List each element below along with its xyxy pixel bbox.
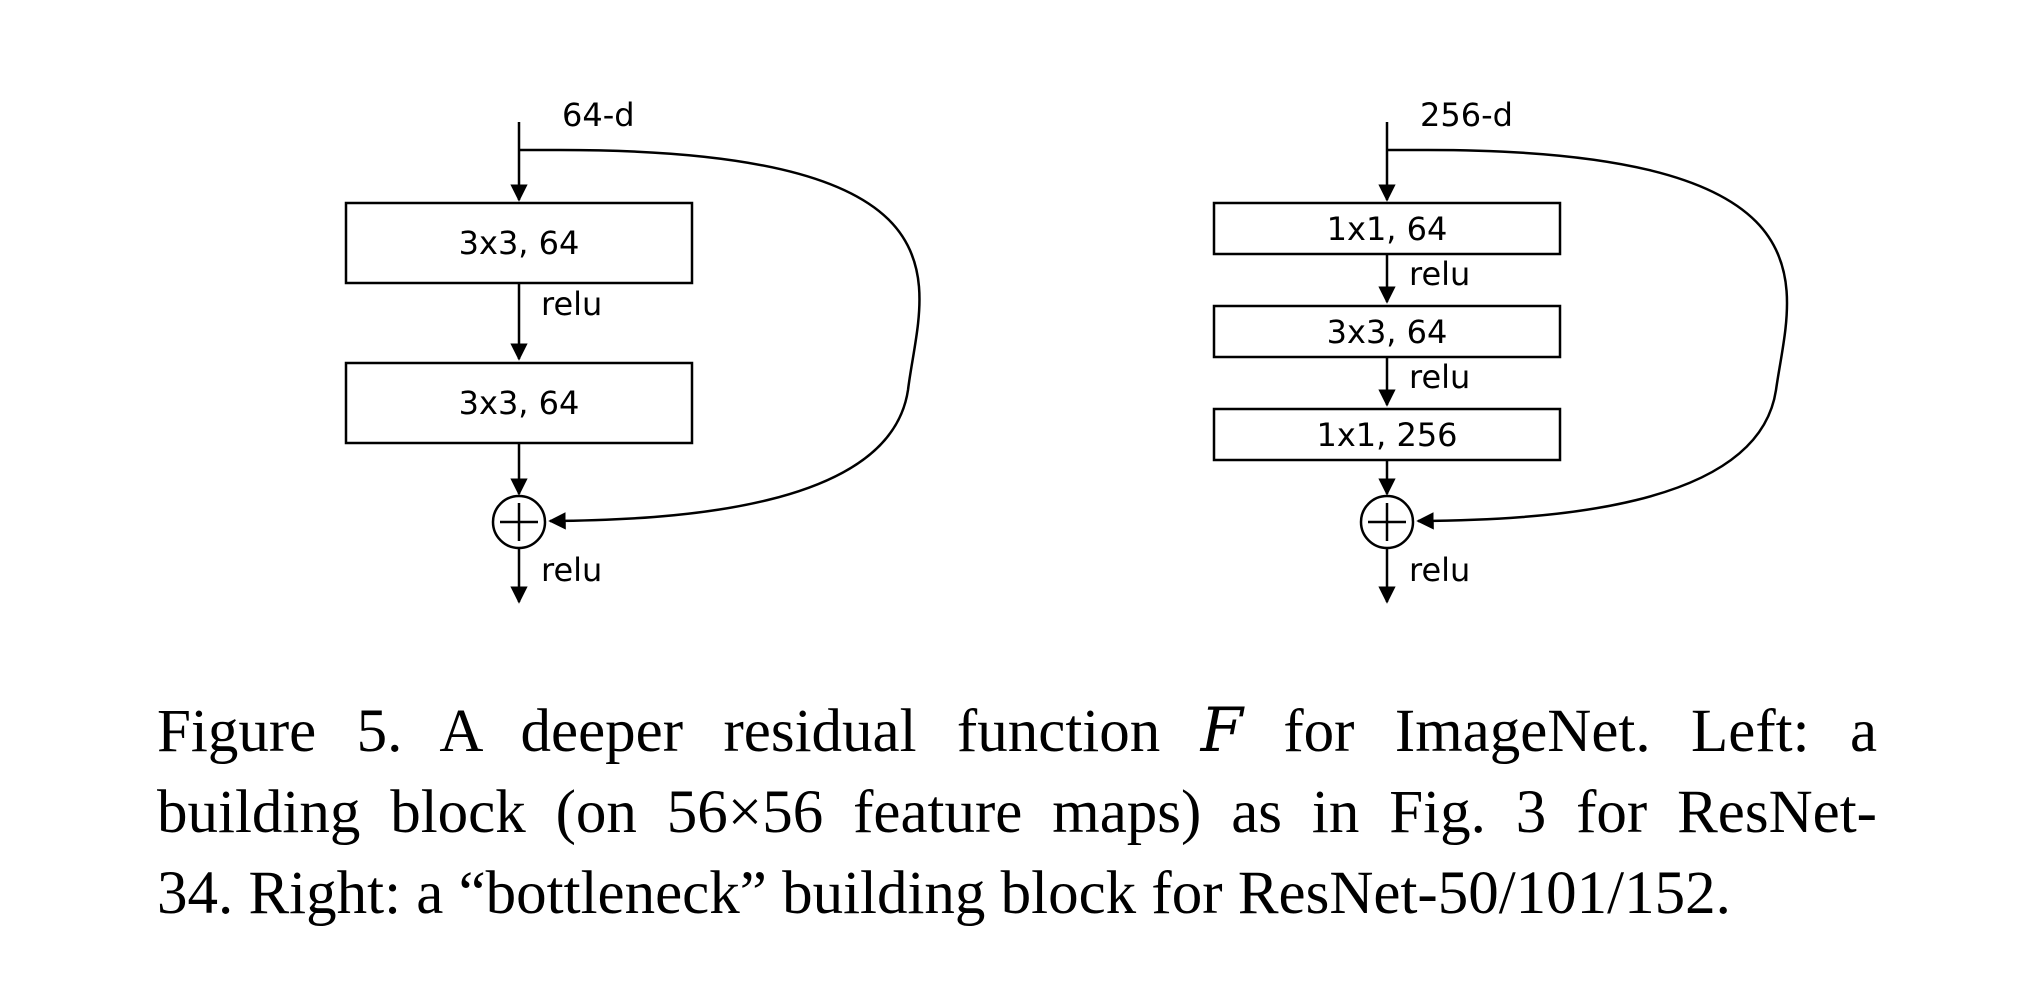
right-bottleneck-block: 256-d 1x1, 64 relu 3x3, 64 relu 1x1, 256… — [1212, 96, 1789, 604]
left-relu-1: relu — [541, 285, 602, 323]
right-shortcut-connection — [1387, 148, 1789, 530]
caption-line-3: 34. Right: a “bottleneck” building block… — [157, 860, 1731, 927]
left-input-label: 64-d — [562, 96, 635, 134]
left-layer-1-box — [344, 201, 694, 285]
right-layer-1-label: 1x1, 64 — [1327, 210, 1448, 248]
caption-line-1-suffix: for ImageNet. Left: a — [1283, 698, 1878, 765]
right-layer-3-box — [1212, 407, 1562, 462]
right-layer-2-label: 3x3, 64 — [1327, 313, 1448, 351]
residual-function-symbol: F — [1200, 695, 1243, 766]
right-relu-2: relu — [1409, 358, 1470, 396]
caption-line-1: Figure 5. A deeper residual function F f… — [157, 690, 1877, 772]
right-layer-3-label: 1x1, 256 — [1316, 416, 1457, 454]
caption-line-2: building block (on 56×56 feature maps) a… — [157, 779, 1877, 846]
right-relu-1: relu — [1409, 255, 1470, 293]
right-addition-node — [1359, 494, 1415, 550]
left-shortcut-connection — [519, 148, 921, 530]
left-building-block: 64-d 3x3, 64 relu 3x3, 64 relu — [344, 96, 921, 604]
left-addition-node — [491, 494, 547, 550]
left-relu-out: relu — [541, 551, 602, 589]
caption-line-1-prefix: Figure 5. A deeper residual function — [157, 698, 1161, 765]
left-layer-2-label: 3x3, 64 — [459, 384, 580, 422]
left-layer-1-label: 3x3, 64 — [459, 224, 580, 262]
figure-caption: Figure 5. A deeper residual function F f… — [157, 690, 1877, 934]
left-layer-2-box — [344, 361, 694, 445]
right-input-label: 256-d — [1420, 96, 1513, 134]
residual-blocks-diagram: 64-d 3x3, 64 relu 3x3, 64 relu 256-d 1x1… — [344, 96, 1789, 604]
right-relu-out: relu — [1409, 551, 1470, 589]
